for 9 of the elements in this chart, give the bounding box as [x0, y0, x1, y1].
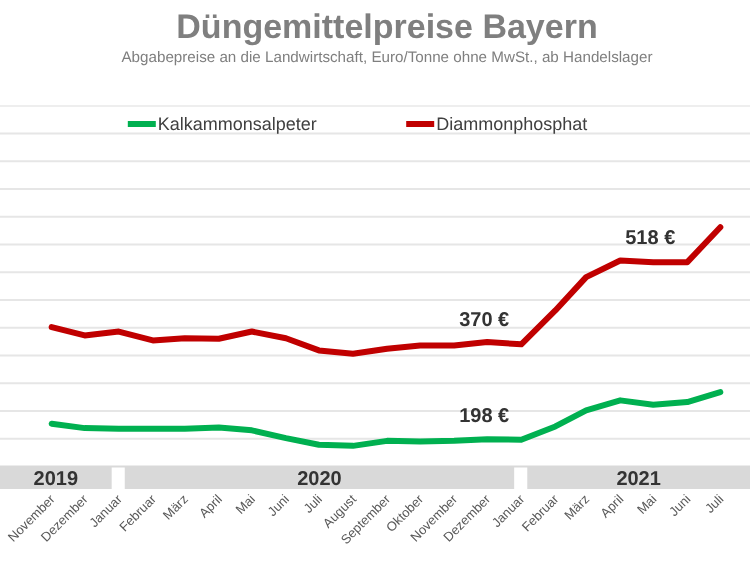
- text: 2020: [297, 469, 343, 491]
- legend-label: Kalkammonsalpeter: [157, 114, 317, 134]
- text: 2021: [616, 469, 662, 491]
- data-label: 518 €: [625, 228, 677, 251]
- text: 2019: [33, 469, 79, 491]
- data-label: 370 €: [459, 310, 511, 333]
- chart-title: Düngemittelpreise Bayern: [176, 8, 598, 46]
- legend-label: Diammonphosphat: [436, 114, 589, 134]
- data-label: 198 €: [459, 405, 511, 428]
